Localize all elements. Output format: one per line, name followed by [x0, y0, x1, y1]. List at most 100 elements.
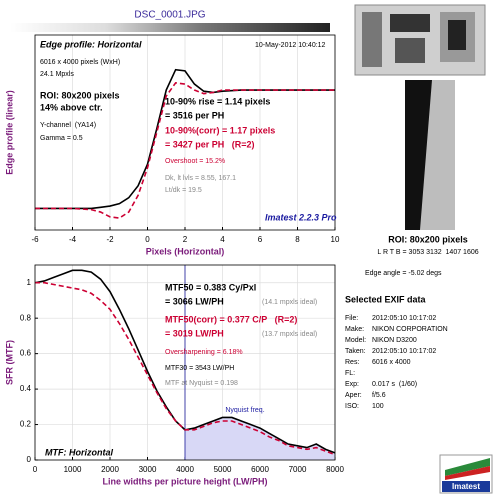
x-tick-label: 8000 — [326, 465, 344, 474]
x-tick-label: 7000 — [289, 465, 307, 474]
exif-value: 100 — [372, 403, 384, 410]
edge-angle: Edge angle = -5.02 degs — [365, 270, 442, 277]
annotation: MTF30 = 3543 LW/PH — [165, 365, 234, 372]
annotation: 10-90% rise = 1.14 pixels — [165, 96, 270, 106]
annotation: 10-May-2012 10:40:12 — [255, 42, 326, 49]
y-tick-label: 0.4 — [20, 384, 32, 393]
exif-label: ISO: — [345, 403, 359, 410]
annotation: Gamma = 0.5 — [40, 135, 83, 142]
thumbnail-block — [395, 38, 425, 63]
exif-value: NIKON CORPORATION — [372, 326, 448, 333]
annotation: Dk, lt lvls = 8.55, 167.1 — [165, 175, 236, 182]
exif-label: Aper: — [345, 392, 362, 399]
annotation: MTF at Nyquist = 0.198 — [165, 380, 238, 387]
nyquist-shade — [185, 417, 335, 460]
y-tick-label: 0 — [27, 455, 32, 464]
nyquist-label: Nyquist freq. — [225, 407, 264, 414]
x-tick-label: 5000 — [214, 465, 232, 474]
gradient-bar — [10, 23, 330, 32]
series-line — [35, 68, 335, 210]
exif-label: File: — [345, 315, 358, 322]
x-tick-label: 4 — [220, 235, 225, 244]
x-tick-label: -6 — [31, 235, 39, 244]
annotation: Lt/dk = 19.5 — [165, 187, 202, 194]
exif-value: f/5.6 — [372, 392, 386, 399]
y-tick-label: 0.6 — [20, 349, 32, 358]
thumbnail-block — [448, 20, 466, 50]
x-tick-label: 0 — [33, 465, 38, 474]
y-tick-label: 1 — [27, 278, 32, 287]
annotation: Imatest 2.2.3 Pro — [265, 212, 337, 222]
annotation: 10-90%(corr) = 1.17 pixels — [165, 125, 275, 135]
annotation: MTF50(corr) = 0.377 C/P (R=2) — [165, 314, 297, 324]
series-line — [35, 81, 335, 219]
annotation: = 3516 per PH — [165, 110, 224, 120]
x-tick-label: 2 — [183, 235, 188, 244]
annotation: = 3019 LW/PH — [165, 328, 224, 338]
exif-value: 0.017 s (1/60) — [372, 381, 417, 388]
x-tick-label: 3000 — [139, 465, 157, 474]
x-tick-label: -4 — [69, 235, 77, 244]
exif-label: FL: — [345, 370, 355, 377]
file-title: DSC_0001.JPG — [134, 10, 205, 21]
series-line — [35, 281, 336, 456]
logo-text: Imatest — [452, 482, 480, 491]
exif-value: 2012:05:10 10:17:02 — [372, 315, 436, 322]
annotation: 14% above ctr. — [40, 102, 103, 112]
exif-value: 2012:05:10 10:17:02 — [372, 348, 436, 355]
annotation: 24.1 Mpxls — [40, 71, 74, 78]
exif-label: Res: — [345, 359, 359, 366]
annotation: (13.7 mpxls ideal) — [262, 331, 317, 338]
roi-title: ROI: 80x200 pixels — [388, 234, 468, 244]
logo-stripe — [445, 458, 490, 476]
chart-title: Edge profile: Horizontal — [40, 39, 142, 49]
exif-label: Model: — [345, 337, 366, 344]
exif-title: Selected EXIF data — [345, 294, 427, 304]
x-tick-label: 0 — [145, 235, 150, 244]
roi-lrtb: L R T B = 3053 3132 1407 1606 — [377, 249, 478, 256]
exif-label: Exp: — [345, 381, 359, 388]
x-tick-label: 1000 — [64, 465, 82, 474]
x-tick-label: -2 — [106, 235, 114, 244]
logo-band — [442, 481, 490, 492]
x-tick-label: 4000 — [176, 465, 194, 474]
crop-light — [420, 80, 455, 230]
x-tick-label: 6 — [258, 235, 263, 244]
exif-label: Taken: — [345, 348, 366, 355]
x-tick-label: 2000 — [101, 465, 119, 474]
logo: Imatest — [439, 454, 493, 494]
x-tick-label: 6000 — [251, 465, 269, 474]
roi-crop — [405, 80, 455, 230]
x-axis-label: Pixels (Horizontal) — [146, 246, 225, 256]
annotation: (14.1 mpxls ideal) — [262, 299, 317, 306]
plot-frame — [34, 34, 336, 231]
exif-label: Make: — [345, 326, 364, 333]
annotation: ROI: 80x200 pixels — [40, 90, 120, 100]
logo-stripe — [445, 466, 490, 480]
annotation: 6016 x 4000 pixels (WxH) — [40, 59, 120, 66]
annotation: Y-channel (YA14) — [40, 122, 96, 129]
y-axis-label: Edge profile (linear) — [4, 90, 14, 175]
exif-value: NIKON D3200 — [372, 337, 417, 344]
annotation: = 3066 LW/PH — [165, 296, 224, 306]
x-tick-label: 8 — [295, 235, 300, 244]
thumbnail-block — [362, 12, 382, 67]
y-tick-label: 0.2 — [20, 420, 32, 429]
annotation: MTF50 = 0.383 Cy/Pxl — [165, 282, 256, 292]
x-tick-label: 10 — [331, 235, 340, 244]
chart-title: MTF: Horizontal — [45, 447, 113, 457]
y-axis-label: SFR (MTF) — [4, 340, 14, 385]
thumbnail-block — [390, 14, 430, 32]
plot-frame — [34, 264, 336, 461]
exif-value: 6016 x 4000 — [372, 359, 411, 366]
annotation: = 3427 per PH (R=2) — [165, 139, 255, 149]
y-tick-label: 0.8 — [20, 313, 32, 322]
x-axis-label: Line widths per picture height (LW/PH) — [102, 476, 267, 486]
exif-table: File: 2012:05:10 10:17:02 Make: NIKON CORPO… — [345, 315, 448, 410]
annotation: Oversharpening = 6.18% — [165, 349, 243, 356]
annotation: Overshoot = 15.2% — [165, 158, 225, 165]
thumbnail — [354, 4, 486, 76]
